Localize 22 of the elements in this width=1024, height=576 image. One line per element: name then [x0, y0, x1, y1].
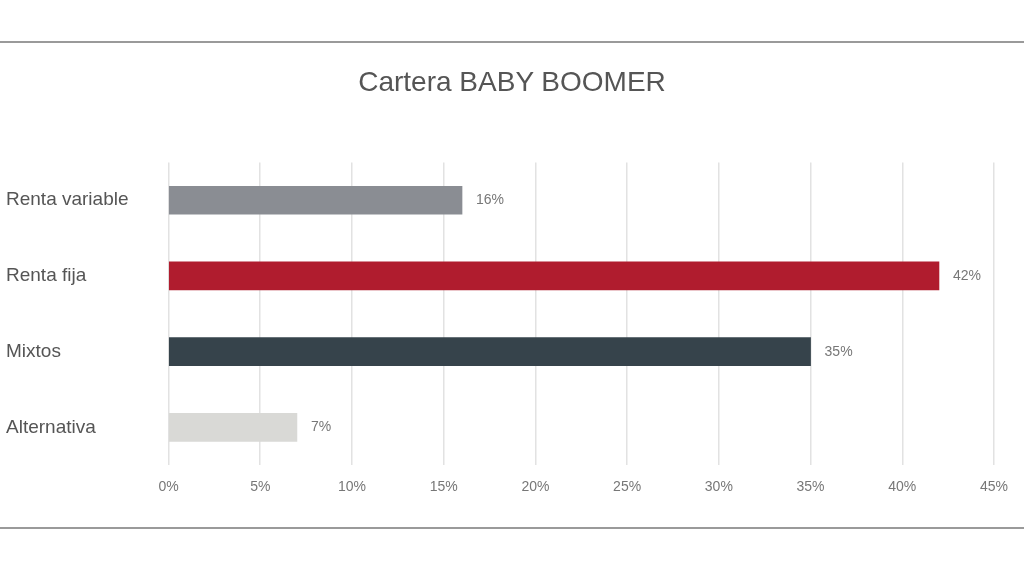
- bar: [168, 261, 940, 291]
- x-tick-label: 25%: [613, 478, 642, 495]
- x-tick-label: 45%: [979, 478, 1009, 495]
- x-tick-label: 5%: [250, 478, 271, 495]
- chart-title: Cartera BABY BOOMER: [357, 66, 667, 98]
- x-tick-label: 0%: [158, 478, 179, 495]
- x-tick-label: 35%: [796, 478, 825, 495]
- bar: [168, 185, 463, 215]
- data-label: 16%: [476, 191, 505, 208]
- x-tick-label: 40%: [888, 478, 917, 495]
- x-tick-label: 15%: [429, 478, 458, 495]
- y-tick-label: Renta variable: [6, 188, 129, 210]
- data-label: 35%: [824, 342, 853, 359]
- data-label: 7%: [310, 418, 332, 435]
- y-tick-label: Mixtos: [6, 339, 61, 361]
- y-tick-label: Alternativa: [6, 415, 97, 437]
- x-tick-label: 10%: [337, 478, 366, 495]
- x-tick-label: 30%: [704, 478, 733, 495]
- y-tick-label: Renta fija: [6, 264, 87, 286]
- x-tick-label: 20%: [521, 478, 550, 495]
- data-label: 42%: [952, 266, 981, 283]
- bar: [168, 337, 811, 366]
